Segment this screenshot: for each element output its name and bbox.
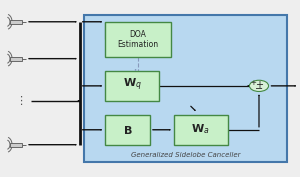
FancyBboxPatch shape: [10, 143, 22, 147]
Text: Generalized Sidelobe Canceller: Generalized Sidelobe Canceller: [131, 152, 241, 158]
Text: +: +: [250, 80, 256, 86]
FancyBboxPatch shape: [84, 15, 287, 162]
Circle shape: [249, 80, 268, 92]
Text: $\mathbf{W}_q$: $\mathbf{W}_q$: [123, 77, 142, 93]
FancyBboxPatch shape: [10, 20, 22, 24]
FancyBboxPatch shape: [105, 71, 159, 101]
FancyBboxPatch shape: [105, 115, 150, 145]
Text: $\mathbf{W}_a$: $\mathbf{W}_a$: [191, 122, 210, 136]
Text: ⋮: ⋮: [14, 96, 26, 106]
Text: +: +: [255, 80, 263, 90]
FancyBboxPatch shape: [10, 56, 22, 61]
FancyBboxPatch shape: [105, 22, 171, 57]
Text: DOA
Estimation: DOA Estimation: [118, 30, 159, 49]
FancyBboxPatch shape: [174, 115, 228, 145]
Text: $\mathbf{B}$: $\mathbf{B}$: [123, 124, 132, 136]
Text: −: −: [255, 84, 263, 94]
